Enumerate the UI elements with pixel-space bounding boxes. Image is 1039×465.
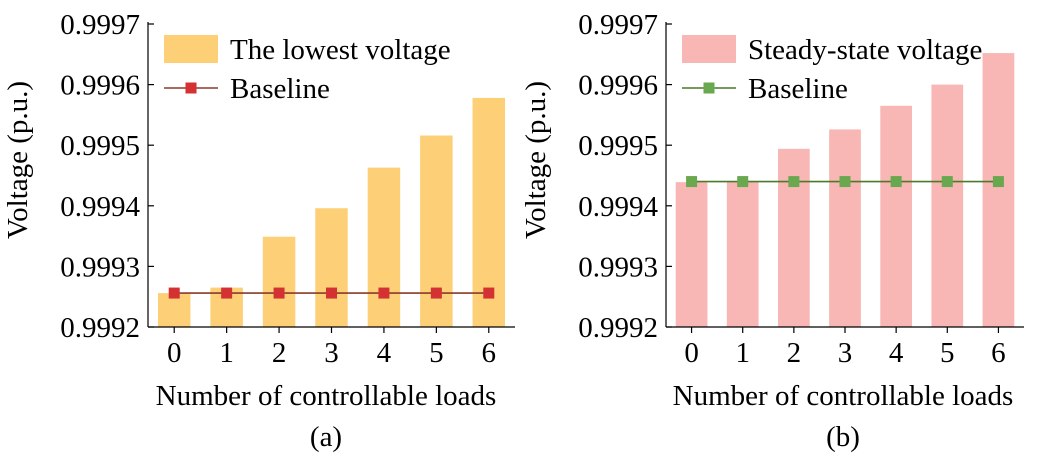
x-tick-label: 3 [838,337,853,369]
baseline-marker [839,176,851,188]
x-tick-label: 2 [272,337,287,369]
y-tick-label: 0.9995 [578,130,658,162]
baseline-marker [483,287,495,299]
x-tick-label: 0 [684,337,699,369]
legend-swatch-bar [164,35,218,63]
bar [367,167,401,327]
y-tick-label: 0.9997 [60,9,140,41]
bar [262,236,296,327]
y-tick-label: 0.9996 [60,70,140,102]
bar [982,53,1015,327]
baseline-marker [737,176,749,188]
baseline-marker [890,176,902,188]
bar [931,84,964,327]
baseline-marker [326,287,337,299]
baseline-marker [168,287,180,299]
x-tick-label: 3 [324,337,339,369]
bar [829,129,861,327]
panel-caption: (b) [826,421,860,453]
baseline-marker [273,287,285,299]
x-tick-label: 1 [219,337,234,369]
y-tick-label: 0.9992 [578,312,658,344]
baseline-marker [941,176,953,188]
y-tick-label: 0.9994 [578,191,658,223]
baseline-marker [378,287,390,299]
bar [726,181,759,327]
y-axis-label: Voltage (p.u.) [2,81,34,239]
x-tick-label: 6 [482,337,497,369]
y-tick-label: 0.9996 [578,70,658,102]
baseline-marker [788,176,800,188]
legend-label: Steady-state voltage [748,34,982,66]
plot-area: 0.9992 0.9993 0.9994 0.9995 0.9996 0.9997 0 1 2 3… [578,9,1024,369]
bar [880,105,912,327]
legend-label: The lowest voltage [230,34,451,66]
bar [315,208,348,327]
x-tick-label: 2 [787,337,802,369]
y-tick-label: 0.9994 [60,191,140,223]
legend-swatch-marker [703,82,715,94]
x-tick-label: 4 [377,337,392,369]
y-tick-label: 0.9992 [60,312,140,344]
y-tick-label: 0.9995 [60,130,140,162]
x-tick-label: 6 [991,337,1006,369]
panel-a: Voltage (p.u.) Number of controllable lo… [2,9,515,453]
baseline-marker [992,176,1004,188]
bar [778,148,810,327]
x-tick-label: 5 [940,337,955,369]
panel-b: Voltage (p.u.) Number of controllable lo… [520,9,1024,453]
y-tick-label: 0.9997 [578,9,658,41]
baseline-marker [686,176,698,188]
x-tick-label: 0 [167,337,182,369]
legend-label: Baseline [230,73,330,105]
x-tick-label: 1 [735,337,750,369]
baseline-marker [221,287,233,299]
x-tick-label: 4 [889,337,904,369]
x-tick-label: 5 [429,337,444,369]
baseline-marker [430,287,442,299]
panel-caption: (a) [310,421,342,453]
legend-label: Baseline [748,73,848,105]
y-tick-label: 0.9993 [60,251,140,283]
legend-swatch-bar [682,35,736,63]
bar [157,293,191,327]
y-axis-label: Voltage (p.u.) [520,81,552,239]
x-axis-label: Number of controllable loads [673,380,1014,412]
plot-area: 0.9992 0.9993 0.9994 0.9995 0.9996 0.9997 0 1 2 3… [60,9,515,369]
legend-swatch-marker [185,82,197,94]
x-axis-label: Number of controllable loads [156,380,497,412]
y-tick-label: 0.9993 [578,251,658,283]
bar [675,182,708,327]
